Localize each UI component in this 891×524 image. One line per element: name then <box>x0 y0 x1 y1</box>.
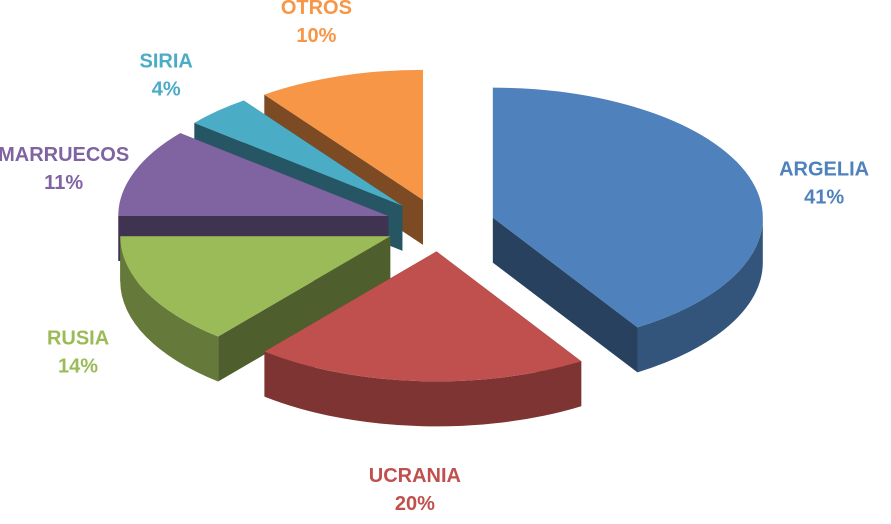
slice <box>492 87 763 373</box>
slice-top <box>120 236 391 337</box>
slice-edge <box>120 236 219 382</box>
slice-top <box>492 87 763 328</box>
slice-side <box>492 217 638 373</box>
slice-value-label: 4% <box>152 78 181 100</box>
slice-label: OTROS <box>281 0 352 19</box>
slice-edge <box>264 351 582 427</box>
slice <box>120 236 391 382</box>
slice-label: MARRUECOS <box>0 144 129 166</box>
slice-value-label: 10% <box>296 25 336 47</box>
slice-value-label: 20% <box>395 493 435 515</box>
slice-label: RUSIA <box>47 327 109 349</box>
slice-label: SIRIA <box>140 50 193 72</box>
slice <box>264 251 582 427</box>
slice-label: ARGELIA <box>779 158 869 180</box>
slice-top <box>264 251 582 382</box>
slice-value-label: 14% <box>58 355 98 377</box>
slice-label: UCRANIA <box>369 465 461 487</box>
slice-value-label: 41% <box>804 186 844 208</box>
slice-edge <box>637 217 763 373</box>
slice-top <box>264 69 424 200</box>
slice-value-label: 11% <box>44 172 83 194</box>
slice-top <box>118 133 389 217</box>
slice-top <box>194 100 403 206</box>
